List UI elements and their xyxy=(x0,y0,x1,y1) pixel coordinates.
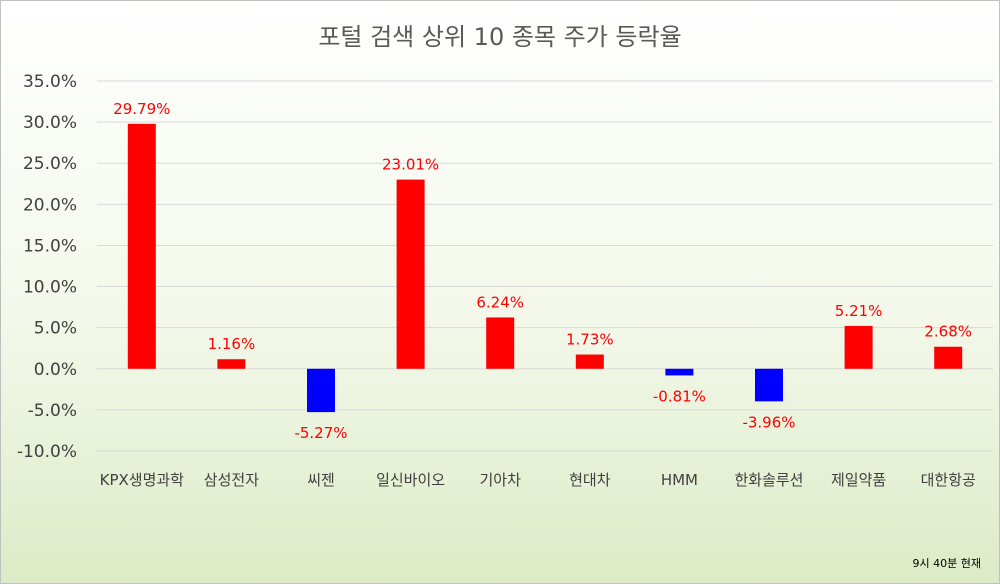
bar xyxy=(844,325,873,369)
y-axis-ticks: 35.0% 30.0% 25.0% 20.0% 15.0% 10.0% 5.0% 0.0% -5… xyxy=(17,72,77,462)
data-label: 1.16% xyxy=(208,335,256,353)
bar xyxy=(486,317,515,369)
y-tick-label: 35.0% xyxy=(23,72,77,92)
y-tick-label: 10.0% xyxy=(23,278,77,298)
data-label: 1.73% xyxy=(566,331,614,349)
bar xyxy=(127,123,156,369)
gridlines xyxy=(97,80,993,452)
bars xyxy=(127,123,963,413)
bar xyxy=(307,368,335,413)
category-label: 제일약품 xyxy=(831,471,886,489)
y-tick-label: 25.0% xyxy=(23,154,77,174)
y-tick-label: 0.0% xyxy=(34,360,77,380)
y-tick-label: -10.0% xyxy=(17,442,77,462)
category-label: 일신바이오 xyxy=(376,471,445,489)
bar xyxy=(665,368,694,376)
data-label: 2.68% xyxy=(924,323,972,341)
y-tick-label: 15.0% xyxy=(23,236,77,256)
y-tick-label: -5.0% xyxy=(28,401,77,421)
y-tick-label: 20.0% xyxy=(23,195,77,215)
bar xyxy=(217,359,246,369)
category-label: 한화솔루션 xyxy=(734,471,803,489)
bar xyxy=(396,179,425,369)
bar xyxy=(575,354,604,369)
data-label: -5.27% xyxy=(294,424,347,442)
y-tick-label: 30.0% xyxy=(23,113,77,133)
category-label: 기아차 xyxy=(479,471,521,489)
timestamp-note: 9시 40분 현재 xyxy=(913,557,981,570)
category-label: KPX생명과학 xyxy=(100,471,185,489)
y-tick-label: 5.0% xyxy=(34,319,77,339)
data-label: 29.79% xyxy=(113,100,170,118)
category-label: HMM xyxy=(661,471,698,489)
data-label: 5.21% xyxy=(835,302,883,320)
data-label: 23.01% xyxy=(382,156,439,174)
data-label: -3.96% xyxy=(742,413,795,431)
category-label: 씨젠 xyxy=(307,471,335,489)
category-label: 대한항공 xyxy=(921,471,976,489)
category-labels: KPX생명과학 삼성전자 씨젠 일신바이오 기아차 현대차 HMM 한화솔루션 제일약품 대한항공 xyxy=(100,471,976,489)
category-label: 삼성전자 xyxy=(204,471,259,489)
bar xyxy=(755,368,783,402)
data-labels: 29.79% 1.16% -5.27% 23.01% 6.24% 1.73% -0.81% -… xyxy=(113,100,972,442)
category-label: 현대차 xyxy=(569,471,611,489)
chart-title: 포털 검색 상위 10 종목 주가 등락율 xyxy=(318,23,681,51)
data-label: 6.24% xyxy=(476,293,524,311)
data-label: -0.81% xyxy=(653,387,706,405)
bar xyxy=(934,346,963,369)
